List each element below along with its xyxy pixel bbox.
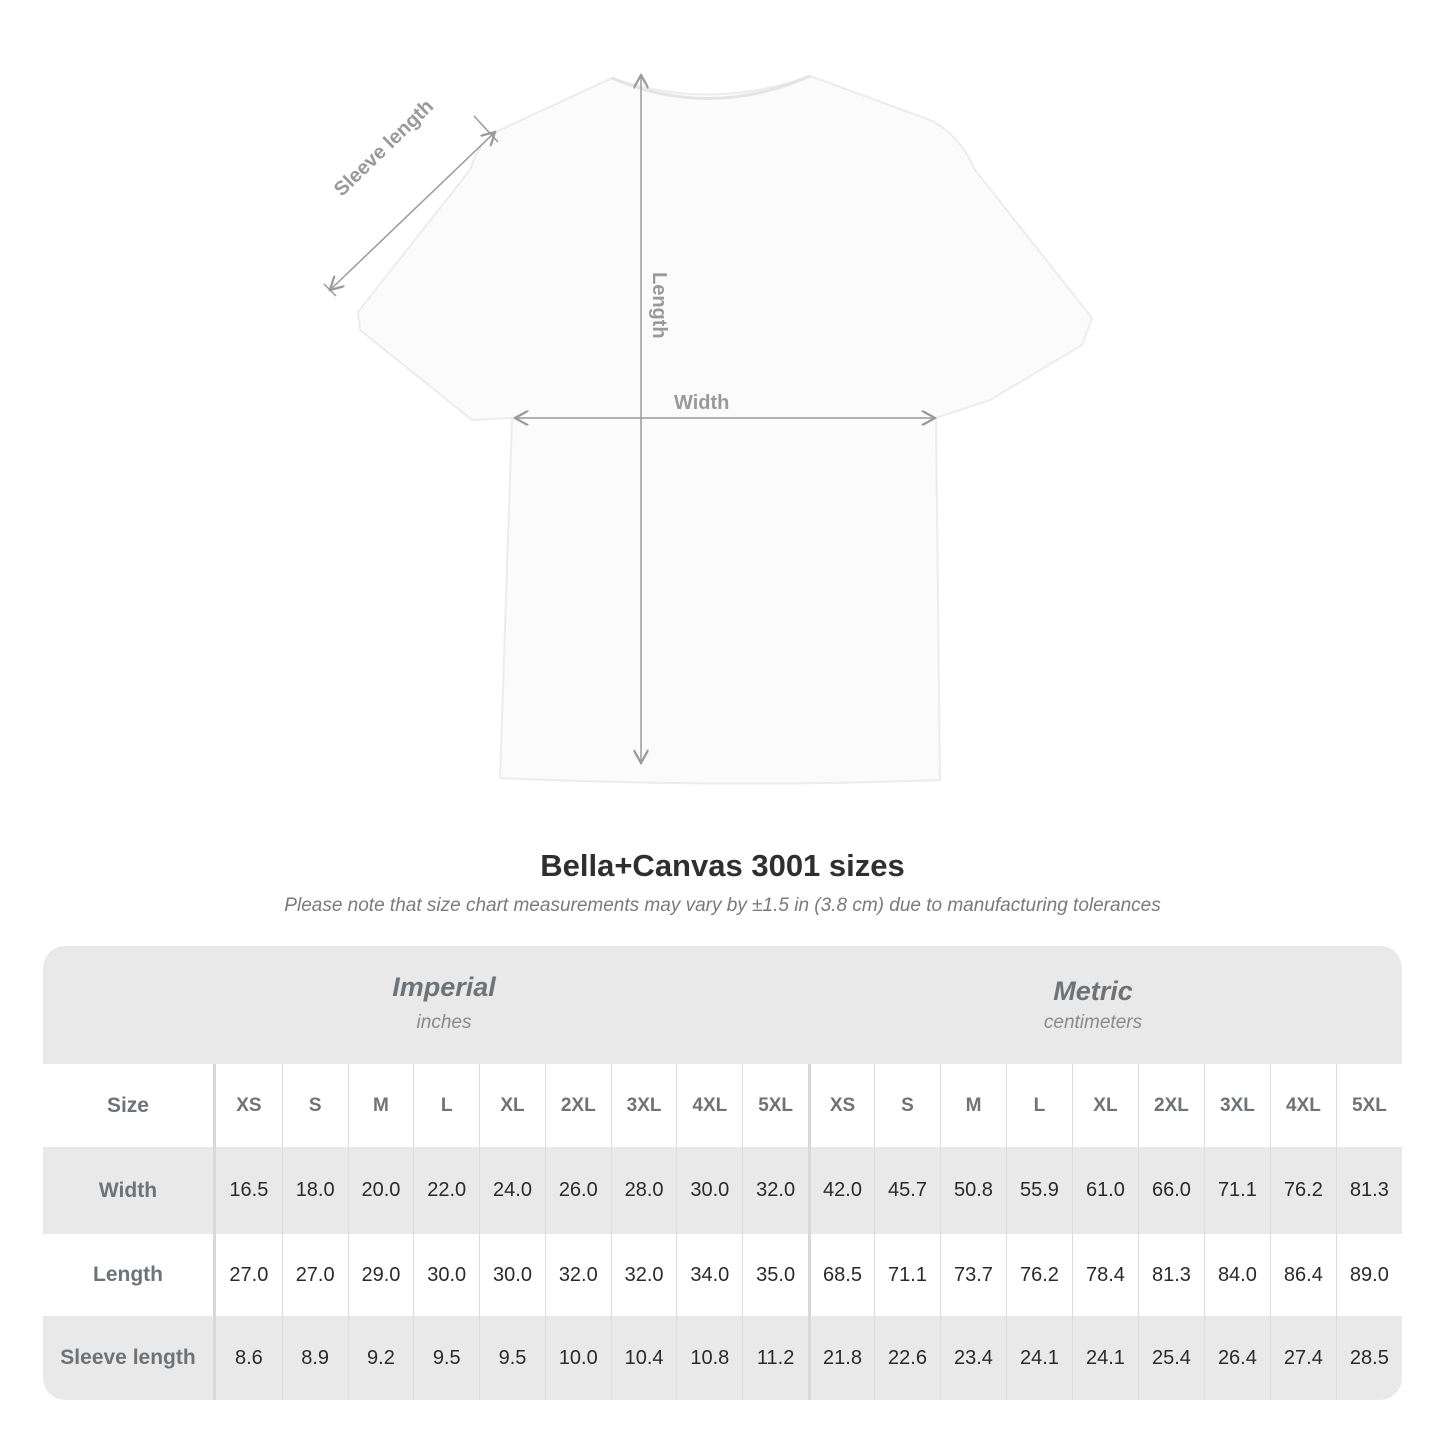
- imperial-value-cell: 18.0: [281, 1147, 348, 1234]
- table-header: Imperial inches Metric centimeters: [43, 946, 1402, 1064]
- size-metric-header: 2XL: [1137, 1064, 1204, 1147]
- imperial-value-cell: 10.8: [676, 1316, 742, 1400]
- metric-value-cell: 71.1: [1203, 1147, 1270, 1234]
- size-imperial-header: 2XL: [544, 1064, 611, 1147]
- table-row: Sleeve length 8.6 8.9 9.2 9.5 9.5 10.0 10.4 10.8…: [43, 1316, 1402, 1400]
- sleeve-arrow: [330, 132, 495, 290]
- row-label: Sleeve length: [43, 1316, 216, 1400]
- metric-value-cell: 71.1: [874, 1234, 940, 1316]
- size-imperial-header: 4XL: [676, 1064, 742, 1147]
- metric-value-cell: 89.0: [1335, 1234, 1402, 1316]
- size-imperial-header: M: [347, 1064, 414, 1147]
- size-metric-header: L: [1005, 1064, 1072, 1147]
- size-metric-header: 4XL: [1269, 1064, 1336, 1147]
- metric-value-cell: 42.0: [808, 1147, 874, 1234]
- imperial-value-cell: 29.0: [347, 1234, 414, 1316]
- size-metric-header: XS: [808, 1064, 874, 1147]
- imperial-value-cell: 30.0: [413, 1234, 479, 1316]
- size-metric-header: XL: [1071, 1064, 1138, 1147]
- row-label: Width: [43, 1147, 216, 1234]
- tshirt-shape: [356, 74, 1094, 785]
- metric-value-cell: 81.3: [1137, 1234, 1204, 1316]
- imperial-value-cell: 35.0: [742, 1234, 808, 1316]
- metric-value-cell: 84.0: [1203, 1234, 1270, 1316]
- imperial-unit: inches: [416, 1012, 472, 1033]
- row-label: Length: [43, 1234, 216, 1316]
- imperial-value-cell: 32.0: [544, 1234, 611, 1316]
- tolerance-note: Please note that size chart measurements…: [284, 895, 1161, 916]
- metric-value-cell: 78.4: [1071, 1234, 1138, 1316]
- metric-value-cell: 24.1: [1071, 1316, 1138, 1400]
- metric-value-cell: 23.4: [939, 1316, 1006, 1400]
- imperial-value-cell: 8.9: [281, 1316, 348, 1400]
- length-label: Length: [648, 272, 670, 339]
- tshirt-diagram: [323, 0, 1094, 785]
- imperial-value-cell: 32.0: [610, 1234, 677, 1316]
- metric-value-cell: 28.5: [1335, 1316, 1402, 1400]
- imperial-value-cell: 11.2: [742, 1316, 808, 1400]
- size-metric-header: M: [939, 1064, 1006, 1147]
- imperial-value-cell: 26.0: [544, 1147, 611, 1234]
- metric-value-cell: 68.5: [808, 1234, 874, 1316]
- size-header-row: Size XS S M L XL 2XL 3XL 4XL 5XL XS S M L XL 2XL 3XL 4XL 5…: [43, 1064, 1402, 1147]
- imperial-value-cell: 34.0: [676, 1234, 742, 1316]
- imperial-value-cell: 20.0: [347, 1147, 414, 1234]
- imperial-value-cell: 24.0: [479, 1147, 545, 1234]
- size-imperial-header: L: [413, 1064, 479, 1147]
- metric-value-cell: 73.7: [939, 1234, 1006, 1316]
- width-label: Width: [674, 392, 730, 414]
- imperial-value-cell: 27.0: [229, 1263, 269, 1286]
- imperial-value-cell: 30.0: [479, 1234, 545, 1316]
- imperial-value-cell: 9.2: [347, 1316, 414, 1400]
- imperial-value-cell: 32.0: [742, 1147, 808, 1234]
- imperial-value-cell: 16.5: [229, 1179, 269, 1201]
- size-imperial-header: 3XL: [610, 1064, 677, 1147]
- imperial-value-cell: 10.4: [610, 1316, 677, 1400]
- table-row: Length 27.0 27.0 29.0 30.0 30.0 32.0 32.0 34.0 35…: [43, 1234, 1402, 1316]
- imperial-value-cell: 28.0: [610, 1147, 677, 1234]
- imperial-value-cell: 9.5: [413, 1316, 479, 1400]
- size-metric-header: 3XL: [1203, 1064, 1270, 1147]
- metric-value-cell: 76.2: [1005, 1234, 1072, 1316]
- metric-value-cell: 21.8: [808, 1316, 874, 1400]
- metric-value-cell: 55.9: [1005, 1147, 1072, 1234]
- metric-value-cell: 66.0: [1137, 1147, 1204, 1234]
- metric-unit: centimeters: [1043, 1012, 1143, 1033]
- size-imperial-header: XL: [479, 1064, 545, 1147]
- table-row: Width 16.5 18.0 20.0 22.0 24.0 26.0 28.0 30.0 32.…: [43, 1147, 1402, 1234]
- size-metric-header: S: [874, 1064, 940, 1147]
- metric-value-cell: 61.0: [1071, 1147, 1138, 1234]
- imperial-value-cell: 22.0: [413, 1147, 479, 1234]
- imperial-value-cell: 10.0: [544, 1316, 611, 1400]
- metric-value-cell: 45.7: [874, 1147, 940, 1234]
- metric-value-cell: 50.8: [939, 1147, 1006, 1234]
- imperial-value-cell: 9.5: [479, 1316, 545, 1400]
- size-imperial-header: XS: [236, 1094, 262, 1116]
- imperial-value-cell: 8.6: [234, 1346, 263, 1369]
- metric-title: Metric: [1053, 976, 1133, 1006]
- metric-value-cell: 25.4: [1137, 1316, 1204, 1400]
- imperial-value-cell: 30.0: [676, 1147, 742, 1234]
- metric-value-cell: 27.4: [1269, 1316, 1336, 1400]
- size-imperial-header: S: [281, 1064, 348, 1147]
- chart-title: Bella+Canvas 3001 sizes: [540, 848, 905, 883]
- metric-value-cell: 86.4: [1269, 1234, 1336, 1316]
- metric-value-cell: 24.1: [1005, 1316, 1072, 1400]
- metric-value-cell: 81.3: [1335, 1147, 1402, 1234]
- row-label: Size: [43, 1064, 216, 1147]
- size-imperial-header: 5XL: [742, 1064, 808, 1147]
- imperial-value-cell: 27.0: [281, 1234, 348, 1316]
- metric-value-cell: 76.2: [1269, 1147, 1336, 1234]
- imperial-title: Imperial: [392, 972, 496, 1002]
- size-table: Imperial inches Metric centimeters Size X…: [43, 946, 1402, 1400]
- metric-value-cell: 22.6: [874, 1316, 940, 1400]
- size-metric-header: 5XL: [1335, 1064, 1402, 1147]
- metric-value-cell: 26.4: [1203, 1316, 1270, 1400]
